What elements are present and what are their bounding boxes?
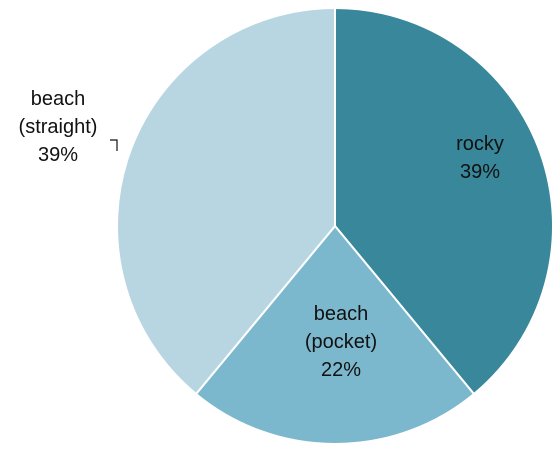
pie-slice-0 [334,6,554,396]
pie-slice-2 [116,6,336,396]
data-label-1: beach (pocket) 22% [305,303,377,381]
data-label-2: beach (straight) 39% [19,88,98,166]
data-label-0: rocky 39% [456,133,504,183]
pie-slice-1 [194,224,476,445]
leader-line-beach-straight [110,139,118,151]
